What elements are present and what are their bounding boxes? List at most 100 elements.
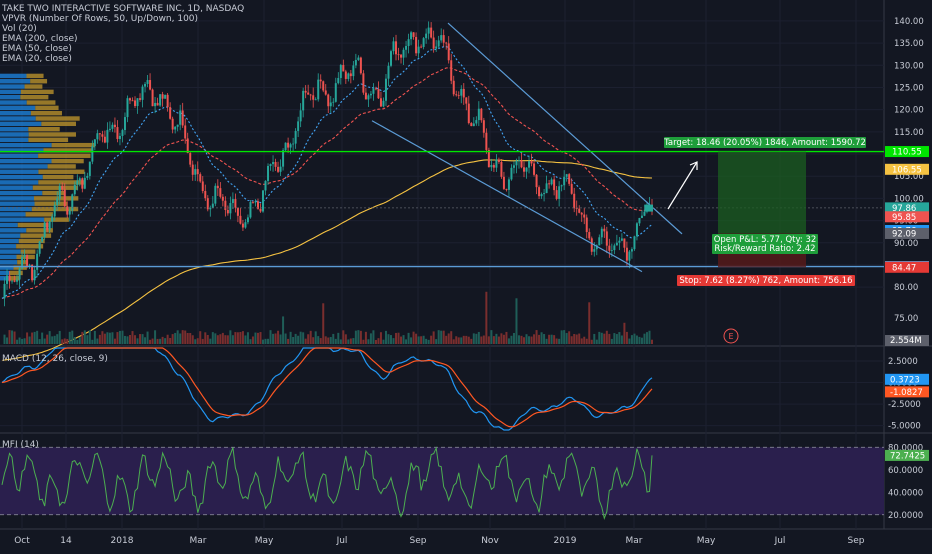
volume-bar — [53, 335, 56, 344]
candle-body — [389, 51, 392, 66]
price-axis-badge — [885, 163, 929, 175]
volume-bar — [91, 339, 94, 344]
vpvr-bar-up — [0, 84, 25, 89]
candle-body — [625, 247, 628, 261]
vpvr-bar-up — [0, 79, 31, 84]
legend-ema20: EMA (20, close) — [2, 54, 72, 64]
volume-bar — [294, 333, 297, 344]
pnl-label-text: Risk/Reward Ratio: 2.42 — [714, 244, 815, 254]
candle-body — [63, 189, 66, 207]
candle-body — [51, 216, 54, 222]
volume-bar — [465, 335, 468, 344]
candle-body — [600, 228, 603, 238]
candle-body — [161, 94, 164, 99]
candle-body — [568, 174, 571, 184]
candle-body — [620, 238, 623, 241]
candle-body — [455, 94, 458, 96]
candle-body — [555, 190, 558, 199]
volume-bar — [538, 334, 541, 344]
x-tick-label: Jul — [774, 536, 786, 546]
volume-bar — [199, 331, 202, 344]
candle-body — [86, 175, 89, 178]
candle-body — [33, 269, 36, 281]
volume-bar — [568, 331, 571, 344]
y-tick-label: 105.00 — [894, 172, 924, 182]
volume-bar — [141, 334, 144, 344]
volume-bar — [6, 337, 9, 344]
vpvr-bar-up — [0, 137, 29, 142]
volume-bar — [68, 331, 71, 344]
ema50-line — [1, 67, 653, 299]
candle-body — [171, 118, 174, 130]
candle-body — [314, 99, 317, 101]
volume-bar — [645, 332, 648, 344]
volume-bar — [21, 338, 24, 344]
candle-body — [134, 100, 137, 107]
candle-body — [184, 125, 187, 139]
volume-bar — [610, 338, 613, 344]
volume-bar — [357, 330, 360, 344]
volume-bar — [174, 332, 177, 344]
volume-bar — [206, 335, 209, 344]
vpvr-bar-down — [42, 190, 66, 196]
candle-body — [588, 232, 591, 239]
vpvr-bar-up — [0, 153, 39, 158]
volume-bar — [620, 335, 623, 344]
candle-body — [36, 253, 39, 270]
vpvr-bar-down — [51, 142, 95, 148]
vpvr-bar-down — [28, 132, 76, 137]
candle-body — [289, 144, 292, 148]
candle-body — [71, 194, 74, 211]
volume-bar — [236, 332, 239, 344]
volume-bar — [184, 330, 187, 344]
vpvr-bar-up — [0, 174, 43, 180]
vpvr-bar-down — [17, 222, 49, 228]
y-tick-label: 120.00 — [894, 106, 924, 116]
volume-bar — [580, 338, 583, 344]
volume-bar — [302, 332, 305, 344]
candle-body — [470, 123, 473, 127]
candle-body — [174, 126, 177, 130]
candle-body — [254, 201, 257, 203]
volume-bar — [272, 333, 275, 344]
volume-bar — [437, 330, 440, 344]
volume-bar — [78, 337, 81, 344]
candle-body — [485, 132, 488, 150]
volume-bar — [8, 330, 11, 344]
volume-bar — [249, 339, 252, 344]
price-axis-badge — [885, 261, 929, 273]
volume-bar — [3, 334, 6, 344]
volume-badge-text: 2.554M — [890, 336, 922, 346]
volume-bar — [530, 336, 533, 344]
volume-bar — [548, 334, 551, 344]
volume-bar — [256, 332, 259, 344]
volume-bar — [588, 302, 591, 344]
chart-title: TAKE TWO INTERACTIVE SOFTWARE INC, 1D, N… — [2, 4, 245, 14]
candle-body — [377, 89, 380, 99]
volume-bar — [36, 330, 39, 344]
mfi-band — [0, 447, 884, 515]
candle-body — [199, 174, 202, 182]
volume-bar — [480, 336, 483, 344]
volume-bar — [515, 298, 518, 344]
volume-bar — [339, 339, 342, 344]
candle-body — [392, 41, 395, 52]
volume-bar — [593, 333, 596, 344]
candle-body — [181, 110, 184, 126]
candle-body — [118, 135, 121, 139]
x-tick-label: 2018 — [111, 536, 134, 546]
candle-body — [528, 161, 531, 168]
volume-bar — [88, 330, 91, 344]
volume-bar — [590, 339, 593, 344]
volume-bar — [492, 336, 495, 344]
candle-body — [272, 162, 275, 165]
volume-bar — [389, 335, 392, 344]
volume-bar — [189, 333, 192, 344]
candle-body — [126, 98, 129, 118]
volume-bar — [287, 338, 290, 344]
candle-body — [359, 57, 362, 74]
candle-body — [251, 201, 254, 203]
